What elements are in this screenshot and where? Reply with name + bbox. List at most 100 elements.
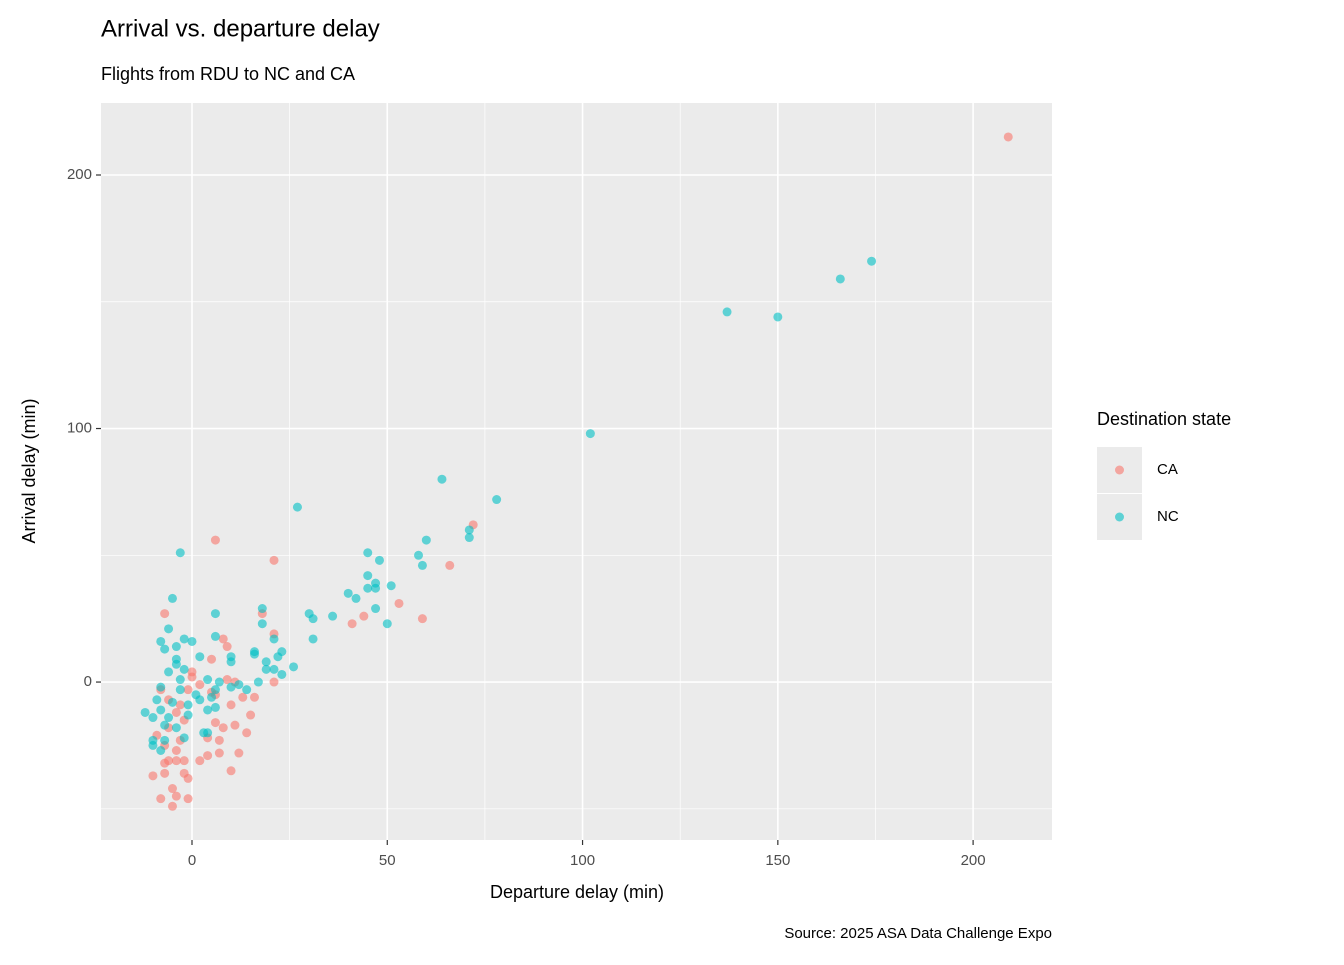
point (437, 474, 447, 484)
point (273, 652, 283, 662)
point (257, 619, 267, 629)
point (164, 756, 174, 766)
point (249, 692, 259, 702)
point (195, 652, 205, 662)
point (160, 768, 170, 778)
point (328, 611, 338, 621)
point (1003, 132, 1013, 142)
point (394, 598, 404, 608)
point (363, 583, 373, 593)
point (253, 677, 263, 687)
point (226, 657, 236, 667)
point (187, 636, 197, 646)
point (835, 274, 845, 284)
point (203, 705, 213, 715)
point (164, 624, 174, 634)
legend-swatch (1115, 465, 1124, 475)
point (210, 609, 220, 619)
point (374, 555, 384, 565)
point (203, 675, 213, 685)
point (171, 659, 181, 669)
point (203, 751, 213, 761)
point (867, 256, 877, 266)
point (179, 733, 189, 743)
point (156, 746, 166, 756)
point (417, 560, 427, 570)
x-axis-title: Departure delay (min) (490, 882, 664, 902)
point (160, 735, 170, 745)
point (210, 718, 220, 728)
point (152, 695, 162, 705)
point (167, 697, 177, 707)
point (179, 634, 189, 644)
point (246, 710, 256, 720)
point (171, 746, 181, 756)
x-tick-label: 50 (379, 852, 396, 869)
point (226, 766, 236, 776)
x-tick-label: 100 (570, 852, 595, 869)
point (214, 748, 224, 758)
point (148, 740, 158, 750)
caption: Source: 2025 ASA Data Challenge Expo (784, 925, 1052, 942)
point (363, 548, 373, 558)
point (222, 642, 232, 652)
point (414, 550, 424, 560)
point (308, 614, 318, 624)
point (156, 636, 166, 646)
point (464, 533, 474, 543)
point (242, 685, 252, 695)
point (421, 535, 431, 545)
point (210, 535, 220, 545)
point (347, 619, 357, 629)
point (207, 692, 217, 702)
point (230, 720, 240, 730)
point (218, 634, 228, 644)
point (226, 700, 236, 710)
point (585, 429, 595, 439)
point (308, 634, 318, 644)
point (175, 548, 185, 558)
point (359, 611, 369, 621)
points (140, 132, 1013, 811)
point (214, 677, 224, 687)
point (242, 728, 252, 738)
point (164, 667, 174, 677)
legend: CA NC (1097, 447, 1179, 540)
point (140, 707, 150, 717)
point (171, 707, 181, 717)
x-tick-label: 200 (961, 852, 986, 869)
point (195, 680, 205, 690)
point (175, 685, 185, 695)
point (171, 756, 181, 766)
y-tick-label: 100 (67, 419, 92, 436)
point (187, 672, 197, 682)
point (160, 720, 170, 730)
point (156, 794, 166, 804)
point (249, 649, 259, 659)
point (179, 664, 189, 674)
point (363, 571, 373, 581)
point (203, 728, 213, 738)
point (238, 692, 248, 702)
y-tick-label: 0 (84, 673, 92, 690)
point (371, 604, 381, 614)
point (175, 700, 185, 710)
point (722, 307, 732, 317)
point (171, 642, 181, 652)
point (351, 593, 361, 603)
point (269, 664, 279, 674)
x-tick-label: 0 (188, 852, 196, 869)
y-axis-title: Arrival delay (min) (19, 398, 39, 543)
point (222, 675, 232, 685)
point (292, 502, 302, 512)
point (234, 680, 244, 690)
point (148, 713, 158, 723)
point (417, 614, 427, 624)
point (207, 654, 217, 664)
point (183, 700, 193, 710)
point (179, 756, 189, 766)
legend-label: NC (1157, 508, 1179, 525)
legend-swatch (1115, 512, 1124, 522)
point (210, 702, 220, 712)
point (492, 495, 502, 505)
